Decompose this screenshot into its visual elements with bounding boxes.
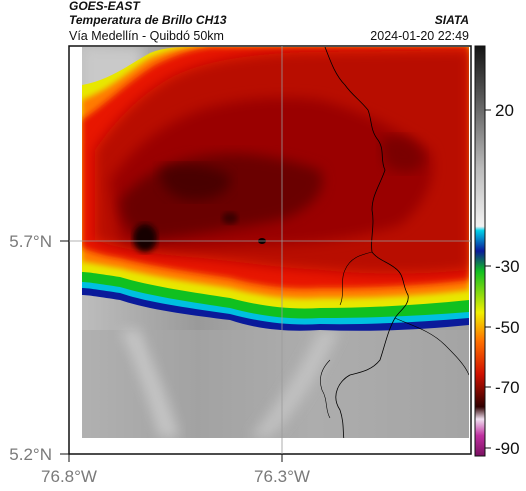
product-title: Temperatura de Brillo CH13	[69, 13, 227, 27]
colorbar-tick-label: 20	[495, 101, 514, 120]
satellite-title: GOES-EAST	[69, 0, 140, 13]
colorbar-tick-label: -90	[495, 439, 520, 458]
region-subtitle: Vía Medellín - Quibdó 50km	[69, 29, 224, 43]
department-boundary	[324, 47, 409, 438]
source-label: SIATA	[434, 13, 469, 27]
lon-tick-label: 76.8°W	[41, 467, 97, 486]
colorbar-tick-label: -30	[495, 257, 520, 276]
colorbar-tick-label: -70	[495, 378, 520, 397]
colorbar-tick-label: -50	[495, 318, 520, 337]
timestamp-label: 2024-01-20 22:49	[370, 29, 469, 43]
lat-tick-label: 5.7°N	[9, 232, 52, 251]
colorbar	[474, 45, 486, 457]
satellite-image	[82, 47, 469, 438]
lat-tick-label: 5.2°N	[9, 445, 52, 464]
lon-tick-label: 76.3°W	[254, 467, 310, 486]
